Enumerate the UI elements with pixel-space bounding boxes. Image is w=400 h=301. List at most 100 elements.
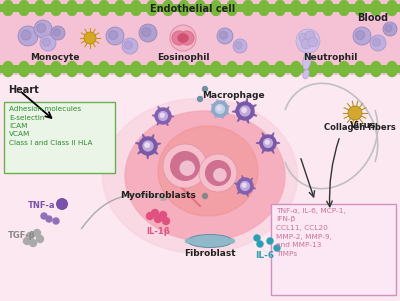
Circle shape	[24, 237, 30, 244]
Circle shape	[4, 67, 12, 76]
Circle shape	[236, 102, 254, 120]
Circle shape	[240, 106, 250, 116]
Circle shape	[356, 67, 364, 76]
Circle shape	[276, 7, 284, 15]
Circle shape	[372, 38, 380, 46]
Circle shape	[305, 31, 315, 41]
Circle shape	[388, 61, 396, 70]
Circle shape	[100, 61, 108, 70]
Circle shape	[20, 1, 28, 10]
Circle shape	[264, 138, 272, 147]
Circle shape	[152, 209, 158, 216]
Circle shape	[163, 144, 207, 188]
Circle shape	[36, 1, 44, 10]
Text: Adhesion molecules
E-selectin
ICAM
VCAM
Class I and Class II HLA: Adhesion molecules E-selectin ICAM VCAM …	[9, 106, 92, 146]
Circle shape	[68, 61, 76, 70]
Ellipse shape	[125, 111, 285, 241]
Text: Virus: Virus	[350, 120, 376, 129]
Polygon shape	[237, 184, 247, 194]
Circle shape	[276, 1, 284, 10]
Circle shape	[36, 235, 44, 243]
Circle shape	[116, 67, 124, 76]
Text: Blood: Blood	[357, 13, 388, 23]
Circle shape	[237, 178, 253, 194]
Circle shape	[260, 1, 268, 10]
Circle shape	[233, 39, 247, 53]
Circle shape	[155, 108, 171, 124]
Polygon shape	[268, 141, 280, 145]
Circle shape	[20, 61, 28, 70]
Ellipse shape	[303, 52, 311, 70]
Polygon shape	[262, 133, 270, 144]
Circle shape	[164, 67, 172, 76]
Circle shape	[228, 61, 236, 70]
Circle shape	[180, 67, 188, 76]
Circle shape	[388, 1, 396, 10]
Text: Macrophage: Macrophage	[202, 92, 264, 101]
Polygon shape	[266, 142, 274, 154]
Circle shape	[308, 61, 316, 70]
Circle shape	[116, 7, 124, 15]
Circle shape	[217, 106, 221, 110]
Circle shape	[116, 1, 124, 10]
Circle shape	[276, 61, 284, 70]
Circle shape	[180, 161, 194, 175]
Circle shape	[260, 135, 276, 151]
Circle shape	[51, 26, 65, 40]
Circle shape	[241, 182, 250, 191]
Circle shape	[164, 61, 172, 70]
Circle shape	[171, 152, 199, 180]
Circle shape	[20, 67, 28, 76]
Polygon shape	[234, 183, 246, 188]
Circle shape	[385, 25, 392, 32]
Circle shape	[148, 1, 156, 10]
Polygon shape	[217, 99, 222, 110]
Circle shape	[26, 232, 34, 240]
Circle shape	[260, 61, 268, 70]
Circle shape	[216, 105, 224, 113]
Circle shape	[68, 67, 76, 76]
Polygon shape	[244, 105, 256, 113]
Text: Monocyte: Monocyte	[30, 54, 80, 63]
Polygon shape	[219, 107, 229, 114]
Circle shape	[148, 61, 156, 70]
Circle shape	[42, 38, 50, 46]
Circle shape	[356, 7, 364, 15]
Circle shape	[296, 29, 320, 53]
Circle shape	[324, 67, 332, 76]
Circle shape	[202, 194, 208, 198]
Ellipse shape	[186, 239, 190, 243]
Circle shape	[244, 61, 252, 70]
Circle shape	[170, 25, 196, 51]
Circle shape	[212, 101, 228, 117]
Circle shape	[242, 183, 246, 187]
Circle shape	[324, 1, 332, 10]
Circle shape	[143, 141, 153, 151]
Polygon shape	[218, 108, 223, 119]
Circle shape	[162, 218, 170, 225]
Polygon shape	[136, 143, 149, 149]
Circle shape	[154, 216, 162, 222]
Circle shape	[340, 7, 348, 15]
Circle shape	[21, 30, 31, 40]
Polygon shape	[152, 113, 163, 118]
Circle shape	[164, 1, 172, 10]
Circle shape	[292, 7, 300, 15]
Circle shape	[180, 7, 188, 15]
Circle shape	[84, 61, 92, 70]
Circle shape	[372, 61, 380, 70]
Circle shape	[106, 27, 124, 45]
Circle shape	[46, 216, 52, 222]
Circle shape	[56, 198, 68, 209]
Text: TNF-α, IL-6, MCP-1,
IFN-β
CCL11, CCL20
MMP-2, MMP-9,
and MMP-13
TIMPs: TNF-α, IL-6, MCP-1, IFN-β CCL11, CCL20 M…	[276, 208, 346, 256]
Circle shape	[20, 7, 28, 15]
Circle shape	[196, 7, 204, 15]
Circle shape	[68, 7, 76, 15]
Polygon shape	[266, 133, 274, 144]
Circle shape	[145, 143, 149, 147]
Polygon shape	[242, 98, 248, 111]
Circle shape	[37, 23, 46, 33]
Circle shape	[139, 24, 157, 42]
Circle shape	[52, 61, 60, 70]
Circle shape	[196, 1, 204, 10]
